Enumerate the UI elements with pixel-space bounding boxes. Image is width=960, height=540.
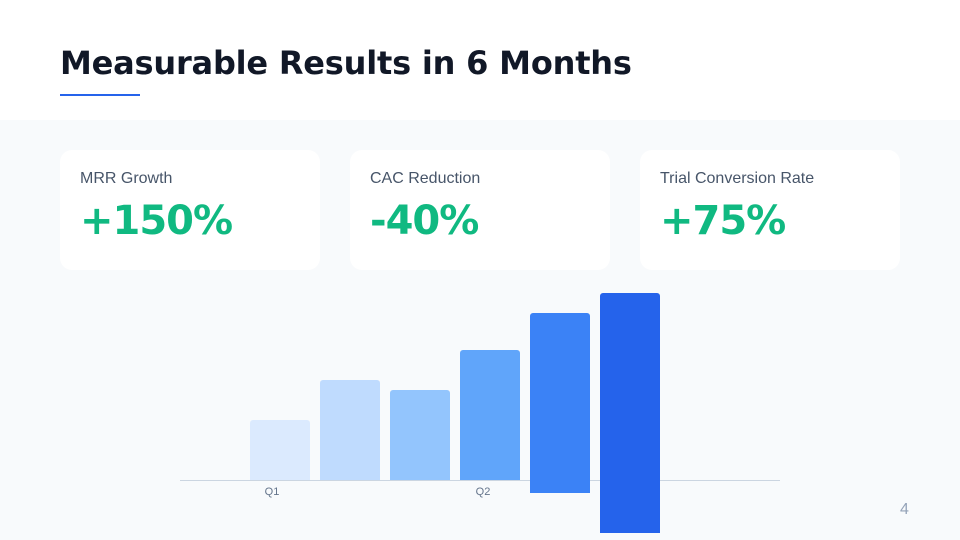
chart-bar: [320, 380, 380, 480]
metric-value: -40%: [370, 198, 479, 244]
metric-label: CAC Reduction: [370, 170, 481, 187]
slide-header: Measurable Results in 6 Months: [0, 0, 960, 120]
metric-label: MRR Growth: [80, 170, 173, 187]
x-tick-label: Q2: [475, 486, 491, 498]
chart-bar: [600, 293, 660, 533]
metric-value: +150%: [80, 198, 233, 244]
title-underline: [60, 94, 140, 96]
x-axis-line: [180, 480, 780, 481]
chart-bar: [390, 390, 450, 480]
chart-bar: [530, 313, 590, 493]
x-tick-label: Q1: [264, 486, 280, 498]
page-title: Measurable Results in 6 Months: [60, 44, 632, 82]
metric-card-trial-conversion: Trial Conversion Rate +75%: [640, 150, 900, 270]
metric-card-cac: CAC Reduction -40%: [350, 150, 610, 270]
metric-value: +75%: [660, 198, 786, 244]
metric-label: Trial Conversion Rate: [660, 170, 815, 187]
page-number: 4: [900, 501, 909, 518]
chart-bar: [250, 420, 310, 480]
chart-bar: [460, 350, 520, 480]
metric-card-mrr: MRR Growth +150%: [60, 150, 320, 270]
